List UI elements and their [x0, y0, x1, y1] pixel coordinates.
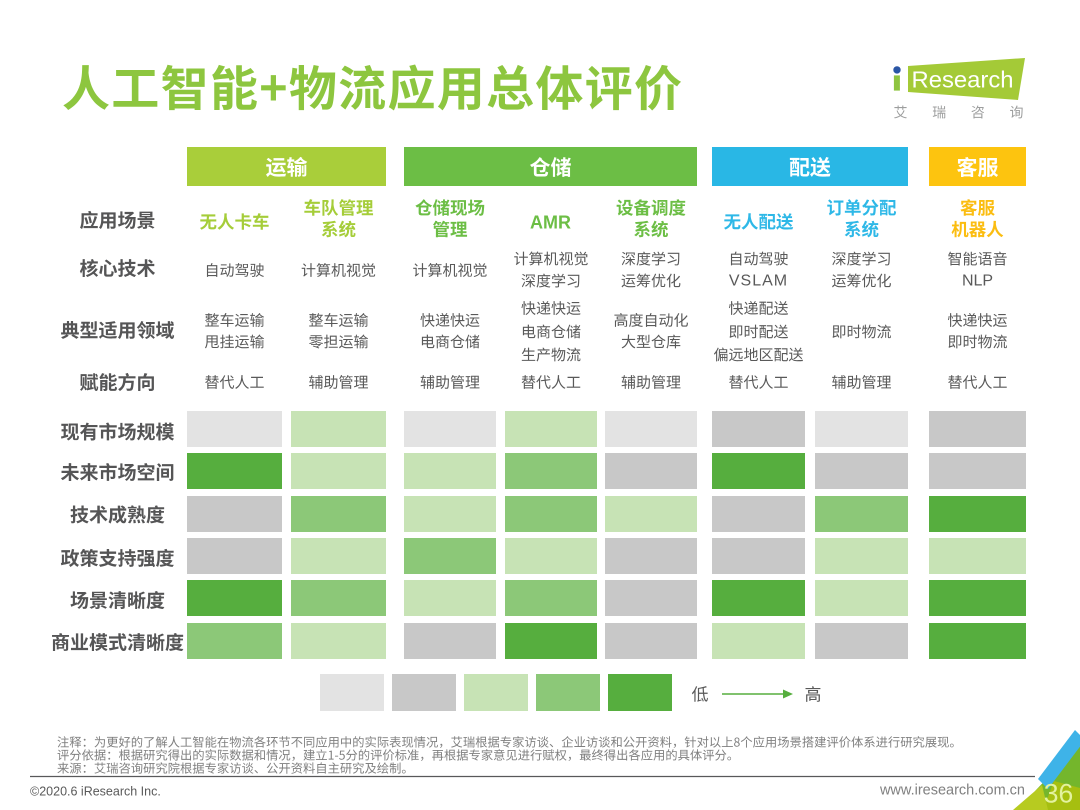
svg-text:www.iresearch.com.cn: www.iresearch.com.cn: [879, 783, 1025, 799]
svg-text:AMR: AMR: [530, 213, 571, 233]
svg-text:©2020.6 iResearch Inc.: ©2020.6 iResearch Inc.: [30, 785, 161, 799]
svg-text:Research: Research: [912, 67, 1014, 93]
svg-text:36: 36: [1044, 779, 1073, 809]
svg-text:VSLAM: VSLAM: [729, 273, 788, 290]
svg-text:NLP: NLP: [962, 273, 993, 290]
